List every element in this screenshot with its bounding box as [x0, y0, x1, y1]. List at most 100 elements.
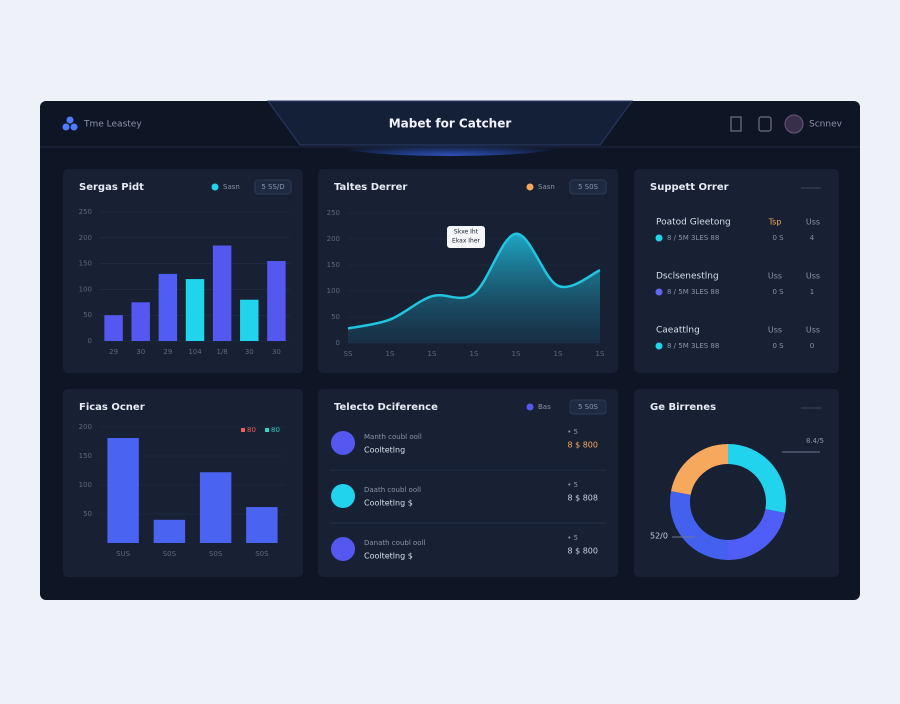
- row-bottom: 8 $ 800: [567, 547, 598, 556]
- bar: [107, 438, 139, 543]
- row-detail: 8 / 5M 3LES 88: [667, 288, 719, 296]
- panel-title: Sergas Pidt: [79, 182, 144, 193]
- row-name: Caeattlng: [656, 326, 700, 336]
- x-tick-label: S0S: [255, 550, 269, 558]
- status-dot: [655, 342, 663, 350]
- bar: [153, 519, 186, 543]
- tooltip-text: Ekax Iher: [452, 238, 481, 245]
- x-tick-label: 1/8: [217, 348, 228, 356]
- donut-segment: [671, 444, 729, 496]
- row-line1: Daath coubl ooll: [364, 486, 421, 494]
- y-tick-label: 150: [327, 261, 340, 269]
- x-tick-label: 30: [245, 348, 254, 356]
- user-name[interactable]: Scnnev: [809, 120, 843, 130]
- y-tick-label: 150: [79, 260, 92, 268]
- row-name: Poatod Gleetong: [656, 218, 731, 228]
- panel: [634, 169, 839, 373]
- row-detail: 0: [810, 342, 814, 350]
- filter-button[interactable]: [569, 399, 607, 415]
- row-detail: 8 / 5M 3LES 88: [667, 234, 719, 242]
- icon-button[interactable]: [730, 116, 742, 132]
- legend-label: Sasn: [223, 183, 240, 191]
- donut-label: 52/0: [650, 532, 668, 541]
- panel: [63, 169, 303, 373]
- row-bottom: 8 $ 800: [567, 441, 598, 450]
- y-tick-label: 200: [79, 423, 92, 431]
- bar: [104, 315, 123, 341]
- row-detail: 1: [810, 288, 814, 296]
- x-tick-label: S0S: [163, 550, 177, 558]
- panel-title: Telecto Dciference: [334, 402, 438, 413]
- row-line1: Danath coubl ooll: [364, 539, 426, 547]
- donut-segment: [670, 491, 729, 560]
- legend-dot: [526, 183, 534, 191]
- x-tick-label: 1S: [596, 350, 605, 358]
- x-tick-label: 30: [136, 348, 145, 356]
- donut-segment: [727, 444, 786, 513]
- filter-label[interactable]: 5 SS/D: [261, 183, 284, 191]
- y-tick-label: 200: [79, 234, 92, 242]
- bar: [246, 507, 278, 543]
- row-line2: Cooltetlng $: [364, 552, 413, 561]
- panel-title: Taltes Derrer: [334, 182, 407, 193]
- area: [348, 233, 600, 343]
- avatar: [331, 537, 355, 561]
- panel-title: Suppett Orrer: [650, 182, 729, 193]
- panel: [318, 389, 618, 577]
- bar: [199, 472, 232, 543]
- row-detail: 0 S: [772, 288, 784, 296]
- y-tick-label: 50: [83, 510, 92, 518]
- y-tick-label: 250: [327, 209, 340, 217]
- row-detail: 0 S: [772, 234, 784, 242]
- row-value: Uss: [806, 272, 820, 281]
- row-value: Uss: [806, 326, 820, 335]
- y-tick-label: 0: [336, 339, 340, 347]
- bar: [158, 273, 178, 341]
- row-value: Uss: [768, 272, 782, 281]
- x-tick-label: 29: [109, 348, 118, 356]
- bar: [212, 245, 232, 341]
- legend-swatch: [265, 428, 269, 432]
- filter-button[interactable]: [569, 179, 607, 195]
- legend-dot: [526, 403, 534, 411]
- row-detail: 8 / 5M 3LES 88: [667, 342, 719, 350]
- panel-title: Ficas Ocner: [79, 402, 145, 413]
- filter-label[interactable]: 5 S0S: [578, 403, 599, 411]
- y-tick-label: 100: [79, 285, 92, 293]
- x-tick-label: 30: [272, 348, 281, 356]
- status-dot: [655, 234, 663, 242]
- brand: Tme Leastey: [83, 120, 142, 130]
- avatar[interactable]: [784, 114, 804, 134]
- row-top: • 5: [567, 534, 578, 542]
- x-tick-label: SS: [344, 350, 353, 358]
- y-tick-label: 0: [88, 337, 92, 345]
- filter-label[interactable]: 5 S0S: [578, 183, 599, 191]
- header-glow: [340, 136, 560, 156]
- y-tick-label: 150: [79, 452, 92, 460]
- status-dot: [655, 288, 663, 296]
- bar: [131, 302, 150, 341]
- row-top: • 5: [567, 481, 578, 489]
- row-value: Uss: [806, 218, 820, 227]
- donut-segment: [727, 508, 785, 560]
- logo: [62, 116, 78, 131]
- legend-label: Sasn: [538, 183, 555, 191]
- x-tick-label: 1S: [470, 350, 479, 358]
- donut-label: 8.4/5: [806, 437, 824, 445]
- panel: [63, 389, 303, 577]
- legend-swatch: [241, 428, 245, 432]
- y-tick-label: 250: [79, 208, 92, 216]
- filter-button[interactable]: [254, 179, 292, 195]
- y-tick-label: 100: [327, 287, 340, 295]
- icon-button[interactable]: [758, 116, 772, 132]
- x-tick-label: S0S: [209, 550, 223, 558]
- row-line2: Cooltetlng $: [364, 499, 413, 508]
- avatar: [331, 431, 355, 455]
- bar: [267, 261, 286, 341]
- row-value: Tsp: [768, 218, 782, 227]
- y-tick-label: 200: [327, 235, 340, 243]
- avatar: [331, 484, 355, 508]
- row-name: Dsclsenestlng: [656, 272, 719, 282]
- x-tick-label: 1S: [428, 350, 437, 358]
